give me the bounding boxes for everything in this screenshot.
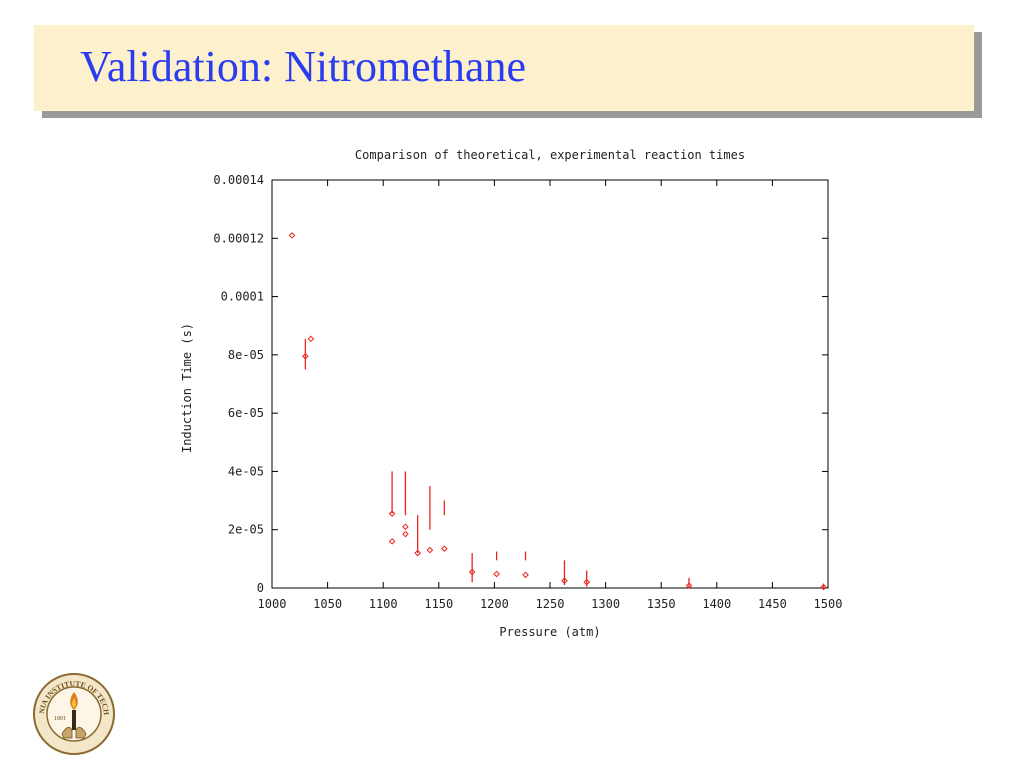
x-tick-label: 1050 — [313, 597, 342, 611]
x-tick-label: 1400 — [702, 597, 731, 611]
y-tick-label: 2e-05 — [228, 523, 264, 537]
theoretical-point — [388, 538, 396, 545]
slide-title: Validation: Nitromethane — [80, 42, 526, 91]
y-tick-label: 0 — [257, 581, 264, 595]
x-axis-ticks: 1000 1050 1100 1150 1200 1250 1300 1350 1400 1450… — [258, 180, 843, 611]
theoretical-point — [426, 546, 434, 554]
caltech-seal-icon: CALIFORNIA INSTITUTE OF TECHNOLOGY 1891 — [32, 672, 115, 755]
theoretical-points — [288, 232, 827, 591]
theoretical-point — [288, 232, 296, 239]
theoretical-point — [493, 570, 500, 578]
chart-title: Comparison of theoretical, experimental … — [355, 148, 745, 162]
theoretical-point — [685, 582, 693, 589]
theoretical-point — [307, 335, 315, 343]
y-tick-label: 4e-05 — [228, 464, 264, 478]
theoretical-point — [402, 530, 409, 538]
x-tick-label: 1250 — [536, 597, 565, 611]
plot-frame — [271, 179, 829, 589]
x-axis-label: Pressure (atm) — [499, 625, 600, 639]
x-tick-label: 1300 — [591, 597, 620, 611]
theoretical-point — [522, 571, 529, 579]
theoretical-point — [561, 577, 568, 585]
y-tick-label: 0.00014 — [213, 173, 264, 187]
y-tick-label: 0.00012 — [213, 231, 264, 245]
theoretical-point — [441, 545, 448, 552]
theoretical-point — [388, 510, 396, 517]
induction-time-chart: Comparison of theoretical, experimental … — [180, 148, 843, 639]
experimental-ranges — [304, 338, 825, 588]
y-tick-label: 0.0001 — [221, 290, 264, 304]
x-tick-label: 1500 — [814, 597, 843, 611]
y-tick-label: 8e-05 — [228, 348, 264, 362]
theoretical-point — [583, 578, 591, 586]
theoretical-point — [302, 353, 309, 360]
y-tick-label: 6e-05 — [228, 406, 264, 420]
title-banner: Validation: Nitromethane — [34, 25, 974, 111]
x-tick-label: 1100 — [369, 597, 398, 611]
x-tick-label: 1200 — [480, 597, 509, 611]
seal-year: 1891 — [54, 716, 66, 722]
x-tick-label: 1450 — [758, 597, 787, 611]
theoretical-point — [820, 583, 827, 591]
theoretical-point — [414, 549, 421, 557]
theoretical-point — [402, 523, 409, 531]
theoretical-point — [468, 568, 476, 576]
x-tick-label: 1350 — [647, 597, 676, 611]
y-axis-label: Induction Time (s) — [180, 323, 194, 453]
x-tick-label: 1000 — [258, 597, 287, 611]
x-tick-label: 1150 — [424, 597, 453, 611]
y-axis-ticks: 0 2e-05 4e-05 6e-05 8e-05 0.0001 0.00012 0.0001… — [213, 173, 828, 595]
